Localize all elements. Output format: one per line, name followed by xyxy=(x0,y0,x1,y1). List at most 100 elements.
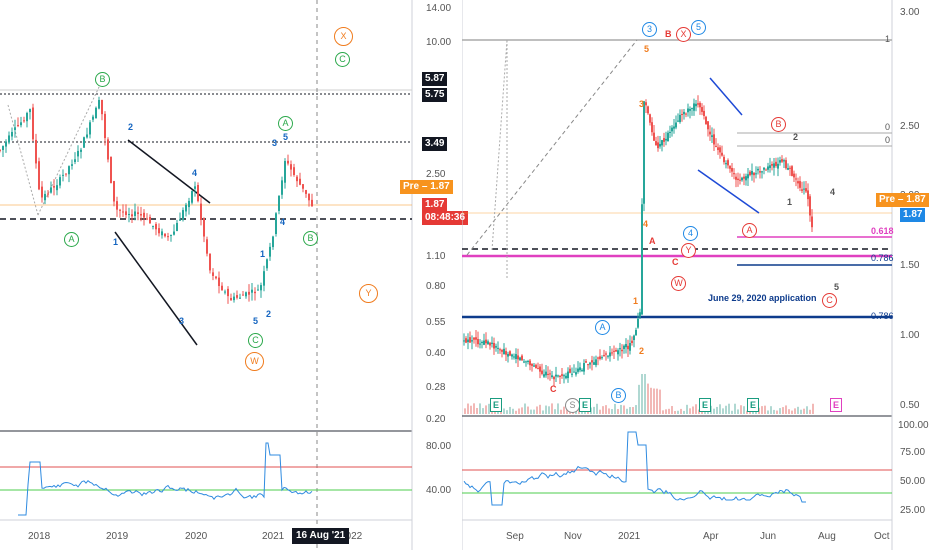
candle xyxy=(134,211,136,216)
volume-bar xyxy=(590,407,592,414)
time-axis-label: Oct xyxy=(874,531,890,542)
volume-bar xyxy=(803,408,805,414)
volume-bar xyxy=(602,406,604,414)
candle xyxy=(56,185,58,191)
candle xyxy=(44,193,46,201)
candle xyxy=(104,113,106,139)
volume-bar xyxy=(785,405,787,414)
candle xyxy=(637,318,639,328)
wave-number: 1 xyxy=(113,237,119,247)
candle xyxy=(659,143,661,147)
candle xyxy=(515,354,517,359)
candle xyxy=(521,355,523,361)
candle xyxy=(547,373,549,375)
wave-label-w: W xyxy=(671,276,686,291)
wedge-lower-line xyxy=(114,231,198,346)
earnings-event-icon[interactable]: E xyxy=(747,398,759,412)
candle xyxy=(795,178,797,180)
candle xyxy=(767,166,769,170)
candle xyxy=(95,107,97,119)
wave-label-2: B xyxy=(611,388,626,403)
volume-bar xyxy=(485,405,487,414)
volume-bar xyxy=(788,409,790,414)
candle xyxy=(74,159,76,162)
volume-bar xyxy=(710,405,712,414)
rsi-axis-label: 100.00 xyxy=(898,420,929,431)
wedge-upper-line xyxy=(709,77,743,116)
volume-bar xyxy=(533,409,535,414)
earnings-event-icon[interactable]: E xyxy=(490,398,502,412)
candle xyxy=(571,373,573,375)
candle xyxy=(89,122,91,135)
wave-number: 5 xyxy=(283,132,289,142)
price-axis-label: 10.00 xyxy=(426,37,452,48)
last-price-tag: 1.87 xyxy=(900,208,926,222)
left-price-chart[interactable] xyxy=(0,0,460,550)
candle xyxy=(14,127,16,131)
candle xyxy=(551,375,553,378)
right-price-chart[interactable] xyxy=(462,0,932,550)
candle xyxy=(503,348,505,355)
candle xyxy=(251,289,253,293)
volume-bar xyxy=(758,407,760,414)
candle xyxy=(182,210,184,220)
earnings-event-icon[interactable]: E xyxy=(579,398,591,412)
rsi-axis-label: 25.00 xyxy=(900,505,926,516)
volume-bar xyxy=(680,408,682,414)
fib-label: 0.786 xyxy=(871,253,894,263)
volume-bar xyxy=(566,409,568,414)
wave-label-3: 3 xyxy=(642,22,657,37)
candle xyxy=(38,161,40,190)
crosshair-date-tag: 16 Aug '21 xyxy=(292,528,350,544)
candle xyxy=(152,225,154,227)
candle xyxy=(781,159,783,162)
candle xyxy=(751,171,753,175)
volume-bar xyxy=(467,403,469,414)
candle xyxy=(731,167,733,172)
candle xyxy=(23,120,25,122)
volume-bar xyxy=(635,405,637,414)
wave-label-a: A xyxy=(649,236,656,246)
left-chart-panel[interactable]: 14.00 10.00 2.50 1.10 0.80 0.55 0.40 0.2… xyxy=(0,0,469,550)
volume-bar xyxy=(530,409,532,414)
wave-number: 4 xyxy=(643,219,649,229)
price-tag-575: 5.75 xyxy=(422,88,448,102)
candle xyxy=(92,116,94,120)
pre-market-tag: Pre – 1.87 xyxy=(400,180,453,194)
candle xyxy=(563,375,565,377)
candle xyxy=(511,354,513,357)
candle xyxy=(811,216,813,228)
candle xyxy=(641,204,643,315)
volume-bar xyxy=(722,408,724,414)
candle xyxy=(761,171,763,173)
candle xyxy=(753,172,755,176)
wave-label-a: A xyxy=(278,116,293,131)
candle xyxy=(651,122,653,133)
candle xyxy=(254,291,256,294)
candle xyxy=(80,149,82,152)
volume-bar xyxy=(695,404,697,414)
volume-bar xyxy=(629,407,631,414)
candle xyxy=(119,209,121,211)
volume-bar xyxy=(731,410,733,414)
candle xyxy=(176,222,178,231)
candle xyxy=(302,184,304,189)
candle xyxy=(523,361,525,363)
earnings-event-icon[interactable]: E xyxy=(699,398,711,412)
candle xyxy=(773,163,775,168)
earnings-event-icon[interactable]: E xyxy=(830,398,842,412)
split-event-icon[interactable]: S xyxy=(565,398,580,413)
candle xyxy=(619,348,621,350)
candle xyxy=(695,103,697,107)
candle xyxy=(275,213,277,234)
right-chart-panel[interactable]: 3.00 2.50 2.00 1.50 1.00 0.50 Pre – 1.87… xyxy=(462,0,932,550)
candle xyxy=(583,363,585,372)
candle xyxy=(689,108,691,111)
wedge-lower-line xyxy=(697,169,760,214)
candle xyxy=(531,363,533,366)
candle xyxy=(605,353,607,355)
candle xyxy=(533,365,535,367)
price-tag-587: 5.87 xyxy=(422,72,448,86)
volume-bar xyxy=(809,409,811,414)
candle xyxy=(769,165,771,168)
